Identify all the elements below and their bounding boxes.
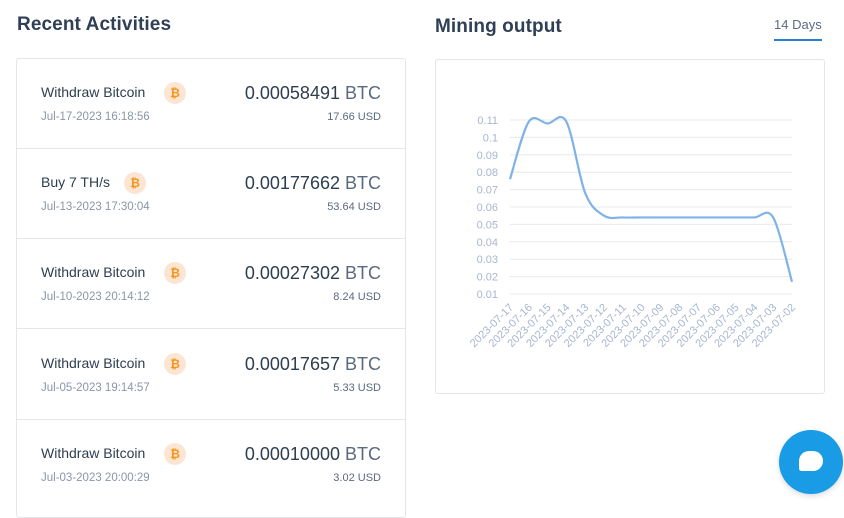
amount-unit: BTC	[345, 173, 381, 193]
amount-unit: BTC	[345, 263, 381, 283]
activity-title: Withdraw Bitcoin	[41, 445, 146, 461]
activity-amount: 0.00010000 BTC	[245, 444, 381, 465]
activity-amount: 0.00027302 BTC	[245, 263, 381, 284]
activity-usd: 3.02 USD	[333, 472, 381, 484]
activities-list: Withdraw Bitcoin ₿ Jul-17-2023 16:18:56 …	[16, 58, 406, 518]
activity-usd: 8.24 USD	[333, 291, 381, 303]
y-tick-label: 0.08	[477, 167, 498, 179]
y-tick-label: 0.07	[477, 185, 498, 197]
activity-usd: 17.66 USD	[327, 111, 381, 123]
activity-date: Jul-17-2023 16:18:56	[41, 111, 150, 123]
amount-value: 0.00010000	[244, 444, 340, 464]
activity-usd: 53.64 USD	[327, 201, 381, 213]
activity-row[interactable]: Buy 7 TH/s ₿ Jul-13-2023 17:30:04 0.0017…	[17, 149, 405, 239]
activity-title: Buy 7 TH/s	[41, 174, 110, 190]
bitcoin-icon: ₿	[164, 262, 186, 284]
amount-value: 0.00027302	[244, 263, 340, 283]
activity-usd: 5.33 USD	[333, 382, 381, 394]
activity-row[interactable]: Withdraw Bitcoin ₿ Jul-17-2023 16:18:56 …	[17, 59, 405, 149]
amount-unit: BTC	[345, 83, 381, 103]
activity-amount: 0.00058491 BTC	[245, 83, 381, 104]
y-tick-label: 0.02	[477, 272, 498, 284]
bitcoin-icon: ₿	[164, 443, 186, 465]
y-tick-label: 0.11	[477, 115, 498, 127]
y-tick-label: 0.06	[477, 202, 498, 214]
amount-value: 0.00017657	[244, 354, 340, 374]
activity-amount: 0.00017657 BTC	[245, 354, 381, 375]
bitcoin-icon: ₿	[164, 82, 186, 104]
chat-icon	[799, 451, 823, 471]
y-tick-label: 0.01	[477, 289, 498, 301]
y-tick-label: 0.09	[477, 150, 498, 162]
activity-row[interactable]: Withdraw Bitcoin ₿ Jul-05-2023 19:14:57 …	[17, 330, 405, 420]
series-line	[508, 116, 794, 283]
activity-date: Jul-13-2023 17:30:04	[41, 201, 150, 213]
mining-output-title: Mining output	[435, 16, 562, 37]
y-tick-label: 0.04	[477, 237, 498, 249]
mining-chart-card: 0.11 0.1 0.09 0.08 0.07 0.06 0.05 0.04 0.03 0.02 0…	[435, 59, 825, 394]
activity-title: Withdraw Bitcoin	[41, 264, 146, 280]
activity-row[interactable]: Withdraw Bitcoin ₿ Jul-10-2023 20:14:12 …	[17, 239, 405, 329]
recent-activities-title: Recent Activities	[17, 14, 172, 35]
y-tick-label: 0.05	[477, 219, 498, 231]
activity-date: Jul-10-2023 20:14:12	[41, 291, 150, 303]
y-tick-label: 0.1	[483, 132, 498, 144]
tab-14-days[interactable]: 14 Days	[774, 17, 822, 41]
amount-value: 0.00058491	[244, 83, 340, 103]
amount-unit: BTC	[345, 354, 381, 374]
activity-amount: 0.00177662 BTC	[245, 173, 381, 194]
amount-unit: BTC	[345, 444, 381, 464]
chat-button[interactable]	[779, 430, 843, 494]
activity-title: Withdraw Bitcoin	[41, 355, 146, 371]
amount-value: 0.00177662	[244, 173, 340, 193]
bitcoin-icon: ₿	[164, 353, 186, 375]
activity-title: Withdraw Bitcoin	[41, 84, 146, 100]
mining-output-chart: 0.11 0.1 0.09 0.08 0.07 0.06 0.05 0.04 0.03 0.02 0…	[468, 115, 798, 350]
activity-date: Jul-05-2023 19:14:57	[41, 382, 150, 394]
activity-row[interactable]: Withdraw Bitcoin ₿ Jul-03-2023 20:00:29 …	[17, 420, 405, 510]
activity-date: Jul-03-2023 20:00:29	[41, 472, 150, 484]
bitcoin-icon: ₿	[124, 172, 146, 194]
y-tick-label: 0.03	[477, 254, 498, 266]
